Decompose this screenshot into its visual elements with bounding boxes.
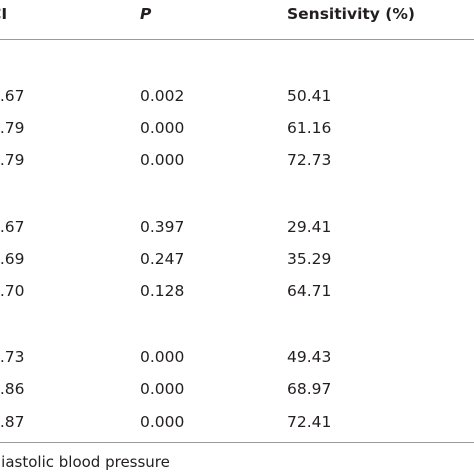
- column-header-p: P: [140, 5, 152, 23]
- table-cell-p: 0.000: [140, 380, 185, 398]
- table-cell-p: 0.397: [140, 218, 185, 236]
- table-cell-sensitivity: 64.71: [287, 282, 332, 300]
- table-cell-sensitivity: 50.41: [287, 87, 332, 105]
- table-bottom-rule: [0, 442, 474, 443]
- table-cell-sensitivity: 49.43: [287, 348, 332, 366]
- table-cell-p: 0.000: [140, 348, 185, 366]
- table-cell-sensitivity: 72.73: [287, 151, 332, 169]
- table-cell-sensitivity: 68.97: [287, 380, 332, 398]
- table-cell-p: 0.000: [140, 413, 185, 431]
- table-cell-ci: 0.79: [0, 119, 25, 137]
- table-cell-ci: 0.73: [0, 348, 25, 366]
- table-cell-p: 0.002: [140, 87, 185, 105]
- table-cell-p: 0.000: [140, 151, 185, 169]
- table-cell-ci: 0.70: [0, 282, 25, 300]
- table-cell-sensitivity: 72.41: [287, 413, 332, 431]
- table-cell-ci: 0.69: [0, 250, 25, 268]
- table-cell-sensitivity: 61.16: [287, 119, 332, 137]
- table-cell-ci: 0.67: [0, 218, 25, 236]
- column-header-sensitivity: Sensitivity (%): [287, 5, 415, 23]
- table-cell-p: 0.000: [140, 119, 185, 137]
- table-footnote: liastolic blood pressure: [0, 453, 170, 471]
- table-cell-sensitivity: 35.29: [287, 250, 332, 268]
- table-cell-ci: 0.87: [0, 413, 25, 431]
- header-rule: [0, 39, 474, 40]
- table-cell-ci: 0.79: [0, 151, 25, 169]
- table-cell-sensitivity: 29.41: [287, 218, 332, 236]
- table-cell-p: 0.247: [140, 250, 185, 268]
- table-cell-ci: 0.67: [0, 87, 25, 105]
- column-header-ci: CI: [0, 5, 8, 23]
- table-cell-ci: 0.86: [0, 380, 25, 398]
- table-cell-p: 0.128: [140, 282, 185, 300]
